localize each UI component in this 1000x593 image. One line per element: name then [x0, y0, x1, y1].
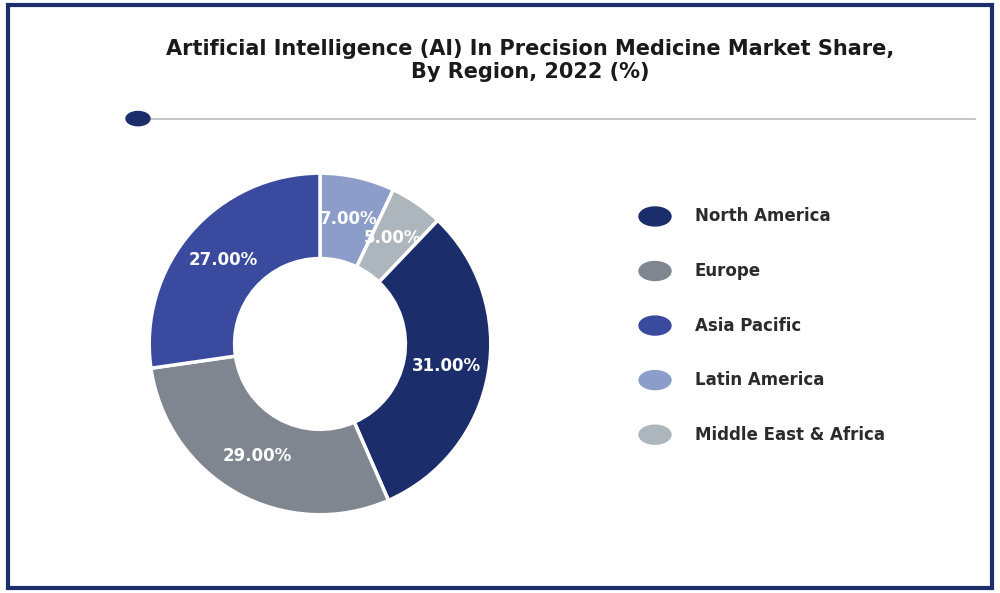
Text: 7.00%: 7.00% — [319, 210, 377, 228]
Text: Latin America: Latin America — [695, 371, 824, 389]
Wedge shape — [149, 173, 320, 368]
Text: 27.00%: 27.00% — [189, 251, 258, 269]
Text: PRECEDENCE: PRECEDENCE — [36, 52, 103, 61]
Wedge shape — [320, 173, 393, 267]
Text: Asia Pacific: Asia Pacific — [695, 317, 801, 334]
Text: North America: North America — [695, 208, 831, 225]
Text: 31.00%: 31.00% — [412, 357, 481, 375]
Text: Europe: Europe — [695, 262, 761, 280]
Text: 29.00%: 29.00% — [223, 447, 292, 465]
Text: Middle East & Africa: Middle East & Africa — [695, 426, 885, 444]
Text: Artificial Intelligence (AI) In Precision Medicine Market Share,
By Region, 2022: Artificial Intelligence (AI) In Precisio… — [166, 39, 894, 82]
Wedge shape — [354, 221, 491, 500]
Text: 5.00%: 5.00% — [364, 229, 421, 247]
Wedge shape — [357, 190, 438, 282]
Wedge shape — [151, 356, 388, 515]
Text: RESEARCH: RESEARCH — [43, 83, 96, 92]
